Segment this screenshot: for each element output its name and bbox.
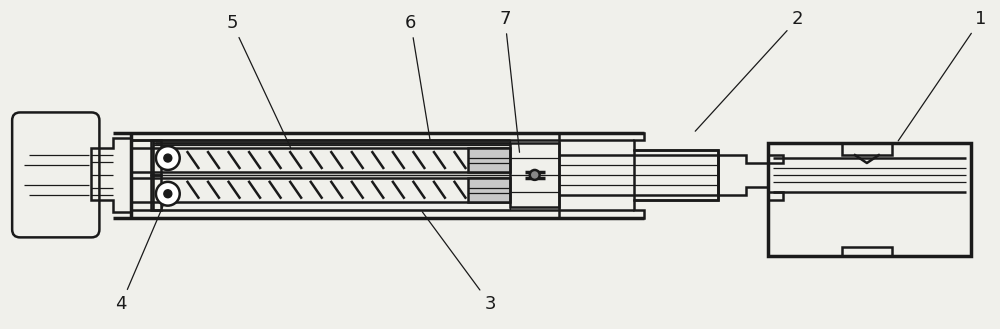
Text: 7: 7 bbox=[499, 10, 520, 152]
Polygon shape bbox=[468, 148, 510, 172]
Circle shape bbox=[164, 154, 172, 162]
Circle shape bbox=[164, 190, 172, 198]
Circle shape bbox=[530, 170, 540, 180]
Circle shape bbox=[156, 182, 180, 206]
Text: 6: 6 bbox=[405, 14, 430, 140]
Text: 5: 5 bbox=[227, 14, 291, 148]
Text: 3: 3 bbox=[422, 212, 496, 313]
Text: 4: 4 bbox=[115, 204, 164, 313]
Text: 2: 2 bbox=[695, 10, 803, 131]
Text: 1: 1 bbox=[898, 10, 987, 141]
Circle shape bbox=[156, 146, 180, 170]
Polygon shape bbox=[468, 178, 510, 202]
